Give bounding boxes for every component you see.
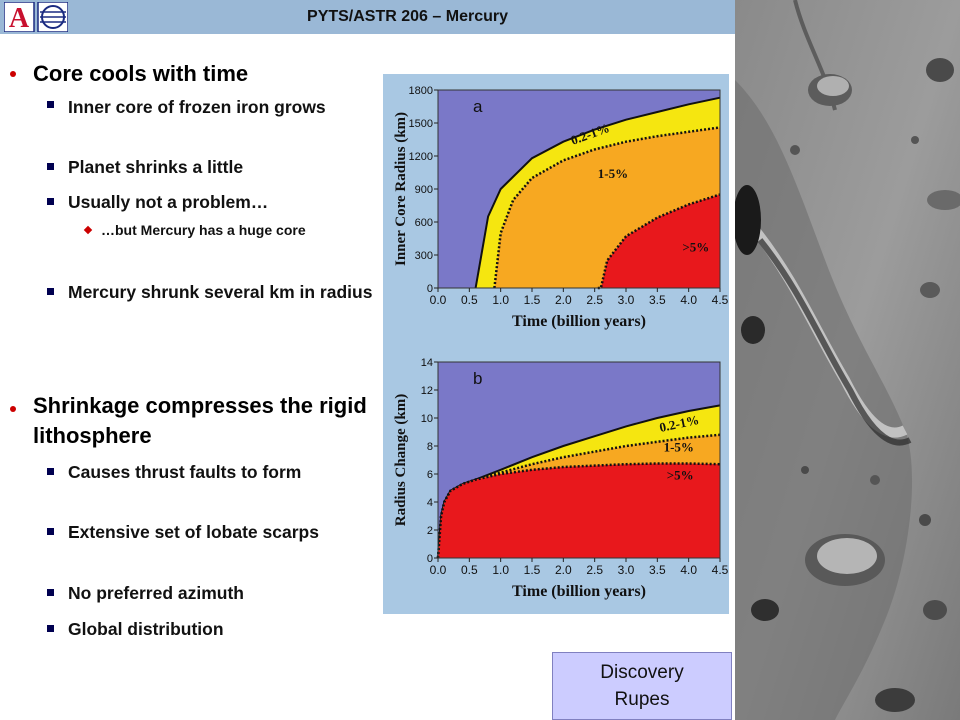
bullet-heading: Shrinkage compresses the rigid lithosphe… [33,393,367,448]
slide-title: PYTS/ASTR 206 – Mercury [307,8,508,25]
bullet-item: Causes thrust faults to form [68,462,302,482]
bullet-square [47,528,54,535]
bullet-item: Planet shrinks a little [68,157,244,177]
x-tick-label: 4.0 [680,293,697,307]
series-label: >5% [667,468,694,483]
x-tick-label: 3.0 [618,563,635,577]
series-line [474,96,721,289]
bullet-item: Mercury shrunk several km in radius [68,282,373,302]
bullet-item: Inner core of frozen iron grows [68,97,326,117]
series-line [597,193,721,290]
series-label: 1-5% [598,166,628,181]
y-tick-label: 14 [421,357,433,369]
mercury-surface-photo [735,0,960,720]
y-tick-label: 12 [421,385,433,397]
bullet-square [47,101,54,108]
x-tick-label: 4.5 [712,293,729,307]
x-tick-label: 3.0 [618,293,635,307]
y-tick-label: 600 [415,217,433,229]
x-tick-label: 1.5 [524,293,541,307]
bullet-square [47,468,54,475]
x-tick-label: 1.0 [492,293,509,307]
core-cooling-figure: 0.0 0.5 1.0 1.5 2.0 2.5 3.0 3.5 4.0 4.5 0 300 600 900… [383,74,729,614]
bullet-dot [10,71,16,77]
series-label: 1-5% [664,440,694,455]
area-band [438,463,720,558]
y-tick-label: 1200 [409,151,433,163]
x-tick-label: 2.0 [555,563,572,577]
x-tick-label: 1.5 [524,563,541,577]
bullet-dot [10,406,16,412]
bullet-diamond [83,225,93,235]
y-axis-label: Radius Change (km) [393,394,409,527]
header-bar: A PYTS/ASTR 206 – Mercury [0,0,735,34]
panel-label: a [473,97,483,116]
bullet-square [47,589,54,596]
logo-letter: A [9,3,30,32]
plot-frame [437,361,721,559]
series-line [437,404,721,559]
y-tick-label: 0 [427,553,433,565]
bullet-item: Extensive set of lobate scarps [68,522,319,542]
photo-caption: Discovery Rupes [552,652,732,720]
x-tick-label: 2.5 [586,293,603,307]
x-tick-label: 0.5 [461,293,478,307]
bullet-item: No preferred azimuth [68,583,244,603]
bullet-heading: Core cools with time [33,61,249,86]
x-axis-label: Time (billion years) [512,313,646,330]
y-tick-label: 10 [421,413,433,425]
y-tick-label: 2 [427,525,433,537]
panel-label: b [473,369,482,388]
bullet-item: Global distribution [68,619,224,639]
x-tick-label: 1.0 [492,563,509,577]
y-tick-label: 1500 [409,118,433,130]
x-tick-label: 4.5 [712,563,729,577]
series-label: >5% [682,240,709,255]
x-tick-label: 4.0 [680,563,697,577]
core-cooling-charts: 0.0 0.5 1.0 1.5 2.0 2.5 3.0 3.5 4.0 4.5 0 300 600 900… [393,85,729,600]
y-tick-label: 1800 [409,85,433,97]
area-band [597,194,720,288]
x-tick-label: 0.0 [430,563,447,577]
series-line [493,126,721,289]
x-tick-label: 2.5 [586,563,603,577]
x-tick-label: 3.5 [649,293,666,307]
bullet-square [47,625,54,632]
bullet-square [47,198,54,205]
y-tick-label: 300 [415,250,433,262]
bullet-subitem: …but Mercury has a huge core [101,222,306,238]
caption-line-1: Discovery [600,662,684,683]
y-tick-label: 900 [415,184,433,196]
x-axis-label: Time (billion years) [512,583,646,600]
x-tick-label: 0.5 [461,563,478,577]
y-axis-label: Inner Core Radius (km) [393,112,409,266]
y-tick-label: 0 [427,283,433,295]
bullet-square [47,288,54,295]
y-tick-label: 8 [427,441,433,453]
y-tick-label: 6 [427,469,433,481]
university-logo: A [4,2,68,32]
caption-line-2: Rupes [614,689,670,710]
x-tick-label: 2.0 [555,293,572,307]
bullet-item: Usually not a problem… [68,192,269,212]
x-tick-label: 3.5 [649,563,666,577]
x-tick-label: 0.0 [430,293,447,307]
y-tick-label: 4 [427,497,433,509]
bullet-square [47,163,54,170]
series-line [436,433,721,559]
